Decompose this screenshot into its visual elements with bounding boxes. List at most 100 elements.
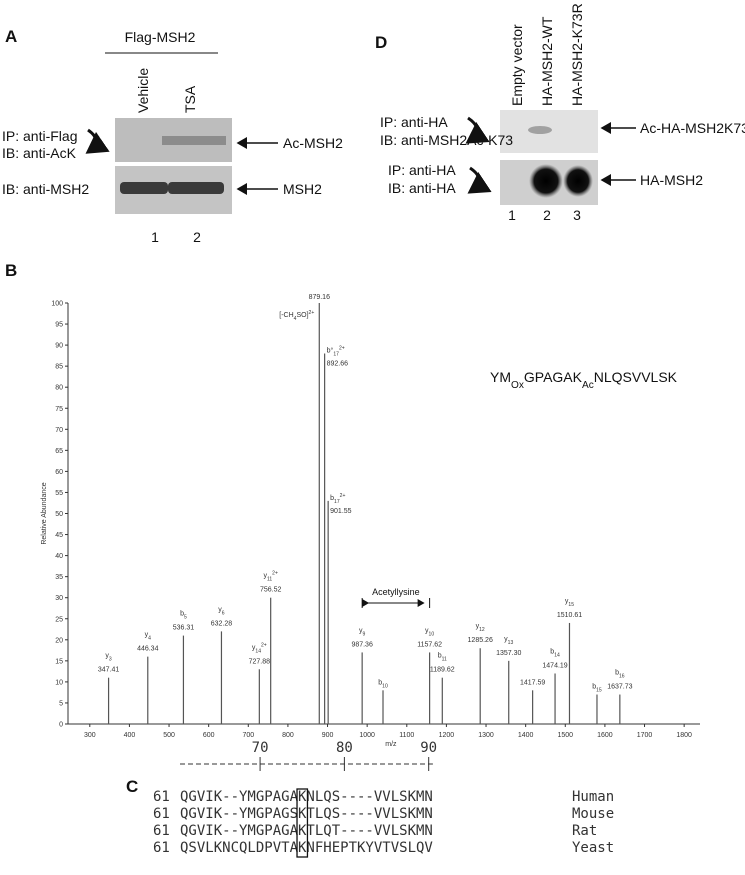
y-tick-label: 85 (55, 364, 63, 371)
label-part: b° (327, 347, 334, 355)
label-part: y (263, 573, 267, 580)
label-part: b (550, 648, 554, 655)
label-part: 11 (267, 577, 272, 583)
curved-arrow (467, 166, 492, 194)
label: y10 (425, 627, 434, 637)
label-part: y (218, 606, 222, 613)
x-tick-label: 300 (84, 732, 96, 739)
species: Yeast (572, 840, 614, 856)
sequence: QGVIK--YMGPAGSKTLQS----VVLSKMN (180, 806, 433, 822)
sequence: QGVIK--YMGPAGAKNLQS----VVLSKMN (180, 789, 433, 805)
x-tick-label: 1800 (676, 732, 692, 739)
peak-mz-label: 756.52 (260, 587, 282, 594)
peak-mz-label: 901.55 (330, 508, 352, 515)
row-start: 61 (153, 840, 170, 856)
x-tick-label: 600 (203, 732, 215, 739)
label: y6 (218, 606, 225, 616)
label-part: 14 (255, 648, 261, 654)
left-label: IP: anti-HA (380, 114, 448, 130)
y-tick-label: 95 (55, 322, 63, 329)
x-tick-label: 900 (322, 732, 334, 739)
x-tick-label: 800 (282, 732, 294, 739)
curved-arrow (85, 128, 110, 154)
species: Mouse (572, 806, 614, 822)
x-tick-label: 1600 (597, 732, 613, 739)
y-tick-label: 50 (55, 511, 63, 518)
label-part: 2+ (340, 493, 346, 499)
label-part: NLQSVVLSK (594, 369, 678, 385)
y-tick-label: 100 (51, 301, 63, 308)
peak-mz-label: 987.36 (351, 641, 373, 648)
panel-label: D (375, 33, 387, 52)
y-tick-label: 60 (55, 469, 63, 476)
label-part: GPAGAK (524, 369, 583, 385)
label: b15 (592, 684, 602, 694)
label: [-CH4SO]2+ (279, 310, 314, 322)
label: b14 (550, 648, 560, 658)
label-part: 12 (479, 627, 485, 633)
label-part: 13 (508, 640, 514, 646)
group-header: Flag-MSH2 (125, 29, 196, 45)
row-start: 61 (153, 806, 170, 822)
peak-mz-label: 879.16 (309, 294, 331, 301)
label-part: b (378, 679, 382, 686)
x-tick-label: 1400 (518, 732, 534, 739)
peak-mz-label: 536.31 (173, 625, 195, 632)
peak-mz-label: 347.41 (98, 667, 120, 674)
lane-number: 2 (193, 229, 201, 245)
left-label: IB: anti-HA (388, 180, 456, 196)
label: y9 (359, 627, 366, 637)
y-tick-label: 35 (55, 574, 63, 581)
scale-label: 80 (336, 740, 353, 756)
blot-band (529, 164, 563, 198)
peak-mz-label: 1474.19 (542, 662, 567, 669)
label-part: 4 (148, 636, 151, 642)
y-tick-label: 10 (55, 679, 63, 686)
label: y4 (145, 632, 152, 642)
y-tick-label: 75 (55, 406, 63, 413)
label-part: y (504, 636, 508, 643)
label-part: 15 (596, 688, 602, 694)
y-tick-label: 70 (55, 427, 63, 434)
label-part: 17 (334, 499, 340, 505)
label-part: b (615, 670, 619, 677)
annotation: Acetyllysine (372, 587, 420, 597)
left-label: IP: anti-HA (388, 162, 456, 178)
label: y13 (504, 636, 513, 646)
label-part: 15 (568, 602, 574, 608)
x-tick-label: 1700 (637, 732, 653, 739)
x-tick-label: 1300 (478, 732, 494, 739)
label: y15 (565, 598, 574, 608)
label: b°172+ (327, 346, 345, 358)
label-part: y (105, 653, 109, 660)
y-tick-label: 15 (55, 658, 63, 665)
lane-label: HA-MSH2-K73R (569, 3, 585, 106)
label-part: Ox (511, 380, 524, 391)
blot-band (162, 136, 226, 145)
panel-label: C (126, 777, 138, 796)
scale-label: 90 (420, 740, 437, 756)
y-tick-label: 55 (55, 490, 63, 497)
lane-label: HA-MSH2-WT (539, 16, 555, 106)
x-axis-label: m/z (385, 741, 397, 748)
label-part: b (592, 684, 596, 691)
species: Human (572, 789, 614, 805)
lane-number: 2 (543, 207, 551, 223)
lane-label: Empty vector (509, 24, 525, 106)
label-part: 2+ (261, 642, 267, 648)
sequence: QSVLKNCQLDPVTAKNFHEPTKYVTVSLQV (180, 840, 433, 856)
highlight-box (296, 788, 309, 858)
scale-label: 70 (252, 740, 269, 756)
sequence: QGVIK--YMGPAGAKTLQT----VVLSKMN (180, 823, 433, 839)
y-tick-label: 30 (55, 595, 63, 602)
x-tick-label: 1500 (557, 732, 573, 739)
label-part: b (438, 653, 442, 660)
label-part: [-CH (279, 312, 293, 319)
curved-arrow (465, 116, 490, 144)
label-part: YM (490, 369, 511, 385)
label: y112+ (263, 571, 278, 583)
label-part: 2+ (339, 346, 345, 352)
row-start: 61 (153, 789, 170, 805)
label-part: y (145, 632, 149, 639)
x-tick-label: 1100 (399, 732, 414, 739)
